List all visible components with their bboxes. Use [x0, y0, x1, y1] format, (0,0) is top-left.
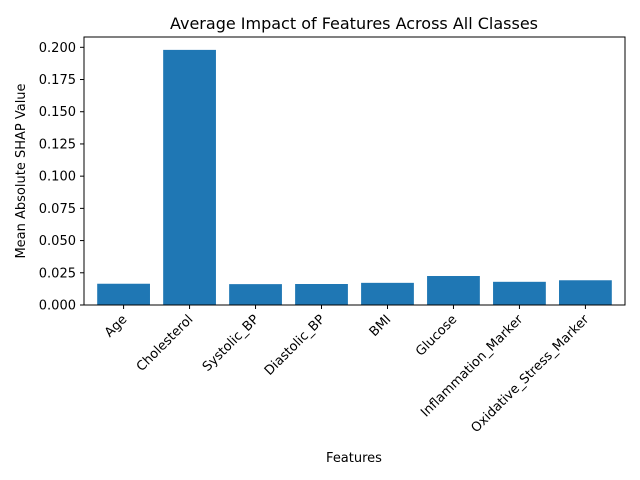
y-tick-label: 0.150 — [39, 105, 76, 120]
y-tick-label: 0.075 — [39, 202, 76, 217]
bar-age — [97, 283, 150, 305]
y-tick-label: 0.000 — [39, 299, 76, 314]
plot-frame — [83, 36, 626, 306]
y-tick-label: 0.025 — [39, 266, 76, 281]
y-tick-label: 0.175 — [39, 73, 76, 88]
bar-cholesterol — [163, 49, 216, 305]
x-axis: Age Cholesterol Systolic_BP Diastolic_BP BMI… — [102, 305, 593, 436]
chart-title: Average Impact of Features Across All Cl… — [170, 14, 538, 33]
y-axis: 0.000 0.025 0.050 0.075 0.100 0.125 0.150 0.175… — [39, 41, 84, 314]
x-tick-label: BMI — [367, 312, 395, 340]
bar-systolic-bp — [229, 284, 282, 305]
y-tick-label: 0.125 — [39, 137, 76, 152]
y-tick-label: 0.200 — [39, 41, 76, 56]
bar-inflammation-marker — [493, 281, 546, 305]
x-axis-label: Features — [326, 451, 382, 466]
y-axis-label: Mean Absolute SHAP Value — [14, 83, 29, 258]
x-tick-label: Age — [102, 312, 130, 340]
bar-oxidative-stress-marker — [559, 280, 612, 305]
x-tick-label: Systolic_BP — [200, 312, 263, 375]
x-tick-label: Cholesterol — [134, 312, 196, 374]
y-tick-label: 0.100 — [39, 170, 76, 185]
x-tick-label: Glucose — [413, 312, 460, 359]
x-tick-label: Diastolic_BP — [262, 312, 329, 379]
x-tick-label: Oxidative_Stress_Marker — [468, 312, 592, 436]
bar-diastolic-bp — [295, 284, 348, 305]
bar-bmi — [361, 282, 414, 305]
y-tick-label: 0.050 — [39, 234, 76, 249]
bar-glucose — [427, 276, 480, 305]
bars-group — [97, 49, 612, 305]
